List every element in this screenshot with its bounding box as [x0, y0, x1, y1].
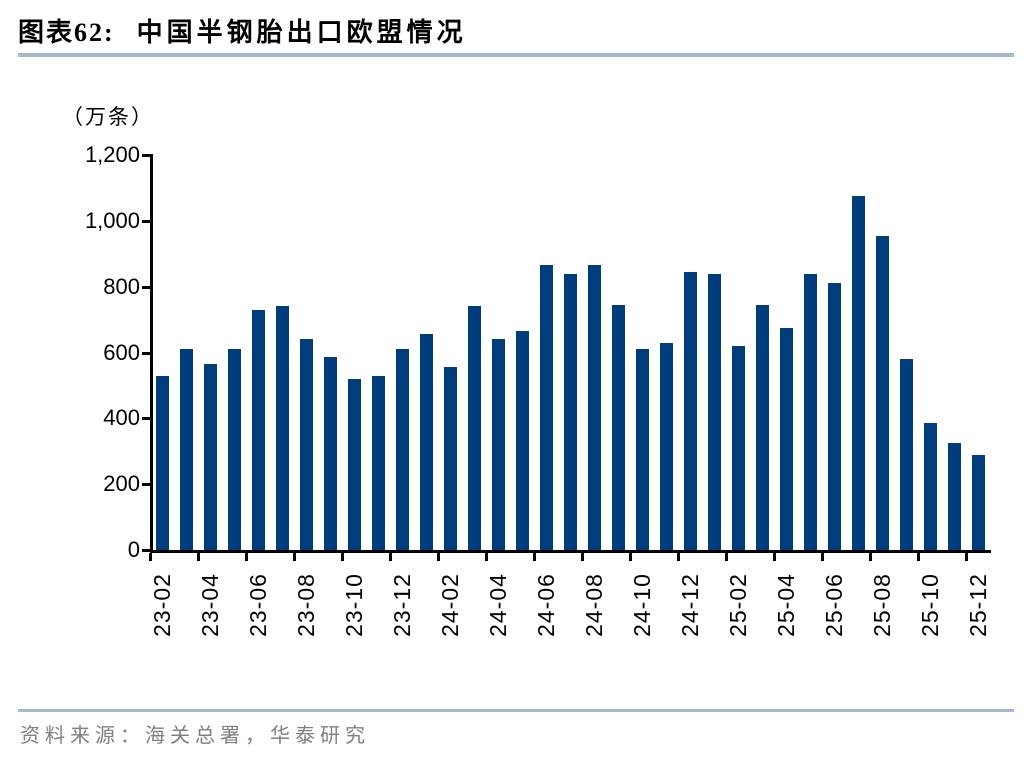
- x-axis-tick-label: 25-02: [725, 573, 751, 637]
- x-axis-tick-label: 25-12: [965, 573, 991, 637]
- bar: [443, 367, 457, 550]
- x-axis-tick-label: 24-12: [677, 573, 703, 637]
- x-axis-tick: [773, 553, 776, 561]
- x-axis-tick: [725, 553, 728, 561]
- y-axis-tick: [142, 549, 151, 552]
- x-axis-tick: [293, 553, 296, 561]
- x-axis-tick-label: 23-04: [197, 573, 223, 637]
- bar: [395, 349, 409, 550]
- x-axis-tick-label: 23-02: [149, 573, 175, 637]
- x-axis-tick: [389, 553, 392, 561]
- bar: [899, 359, 913, 550]
- x-axis-tick: [677, 553, 680, 561]
- bar: [827, 283, 841, 550]
- bar: [635, 349, 649, 550]
- bar: [587, 265, 601, 550]
- x-axis-tick: [917, 553, 920, 561]
- bar: [611, 304, 625, 550]
- x-axis-tick-label: 24-06: [533, 573, 559, 637]
- source-note: 资料来源：海关总署，华泰研究: [20, 725, 370, 747]
- x-axis-tick: [869, 553, 872, 561]
- footer-rule: [18, 709, 1014, 712]
- y-axis-tick-label: 200: [103, 471, 140, 497]
- bar: [179, 349, 193, 550]
- chart-heading: 图表62: 中国半钢胎出口欧盟情况: [18, 12, 467, 49]
- y-axis-tick-label: 800: [103, 273, 140, 299]
- bar: [659, 342, 673, 550]
- bar: [707, 273, 721, 550]
- bar: [155, 375, 169, 550]
- x-axis-tick: [197, 553, 200, 561]
- x-axis-tick-label: 24-08: [581, 573, 607, 637]
- bar: [371, 375, 385, 550]
- bar: [323, 357, 337, 550]
- x-axis-tick: [533, 553, 536, 561]
- bar: [803, 273, 817, 550]
- y-axis-tick: [142, 351, 151, 355]
- x-axis-tick: [821, 553, 824, 561]
- x-axis-tick: [965, 553, 968, 561]
- bar: [491, 339, 505, 550]
- bar: [299, 339, 313, 550]
- y-axis-tick-label: 600: [103, 339, 140, 365]
- x-axis-tick: [341, 553, 344, 561]
- x-axis-tick: [581, 553, 584, 561]
- x-axis-tick-label: 24-02: [437, 573, 463, 637]
- x-axis-tick: [437, 553, 440, 561]
- x-axis-tick-label: 23-10: [341, 573, 367, 637]
- bar: [851, 196, 865, 550]
- title-underline: [18, 53, 1014, 57]
- x-axis-tick-label: 25-08: [869, 573, 895, 637]
- x-axis-tick: [629, 553, 632, 561]
- y-axis-tick: [142, 483, 151, 487]
- y-axis-unit-label: （万条）: [62, 105, 154, 129]
- page-title: 中国半钢胎出口欧盟情况: [136, 18, 467, 47]
- bar: [539, 265, 553, 550]
- bar: [755, 304, 769, 550]
- y-axis-line: [150, 154, 153, 553]
- y-axis-tick: [142, 154, 151, 157]
- bar: [467, 306, 481, 550]
- bar: [875, 235, 889, 550]
- bar: [227, 349, 241, 550]
- y-axis-tick: [142, 219, 151, 223]
- x-axis-tick-label: 23-06: [245, 573, 271, 637]
- y-axis-tick-label: 400: [103, 405, 140, 431]
- bar: [731, 345, 745, 550]
- x-axis-tick-label: 24-10: [629, 573, 655, 637]
- bar: [203, 364, 217, 550]
- bar: [683, 271, 697, 550]
- bar: [947, 443, 961, 550]
- y-axis-tick-label: 0: [127, 537, 140, 562]
- y-axis-tick: [142, 285, 151, 289]
- bar: [923, 423, 937, 550]
- y-axis-tick: [142, 417, 151, 421]
- bar: [347, 378, 361, 550]
- x-axis-tick-label: 25-06: [821, 573, 847, 637]
- x-axis-tick-label: 25-10: [917, 573, 943, 637]
- x-axis-tick: [245, 553, 248, 561]
- y-axis-tick-label: 1,200: [84, 142, 140, 167]
- x-axis-tick-label: 25-04: [773, 573, 799, 637]
- bar: [419, 334, 433, 550]
- x-axis-tick-label: 23-08: [293, 573, 319, 637]
- bar: [779, 327, 793, 550]
- x-axis-tick: [485, 553, 488, 561]
- y-axis-tick-label: 1,000: [84, 207, 140, 233]
- x-axis-line: [150, 550, 991, 553]
- bar: [275, 306, 289, 550]
- bar: [971, 454, 985, 550]
- chart-number-label: 图表62:: [18, 18, 115, 47]
- bar: [563, 273, 577, 550]
- bar: [251, 309, 265, 550]
- x-axis-tick-label: 24-04: [485, 573, 511, 637]
- x-axis-tick: [149, 553, 152, 561]
- bar: [515, 331, 529, 550]
- x-axis-tick-label: 23-12: [389, 573, 415, 637]
